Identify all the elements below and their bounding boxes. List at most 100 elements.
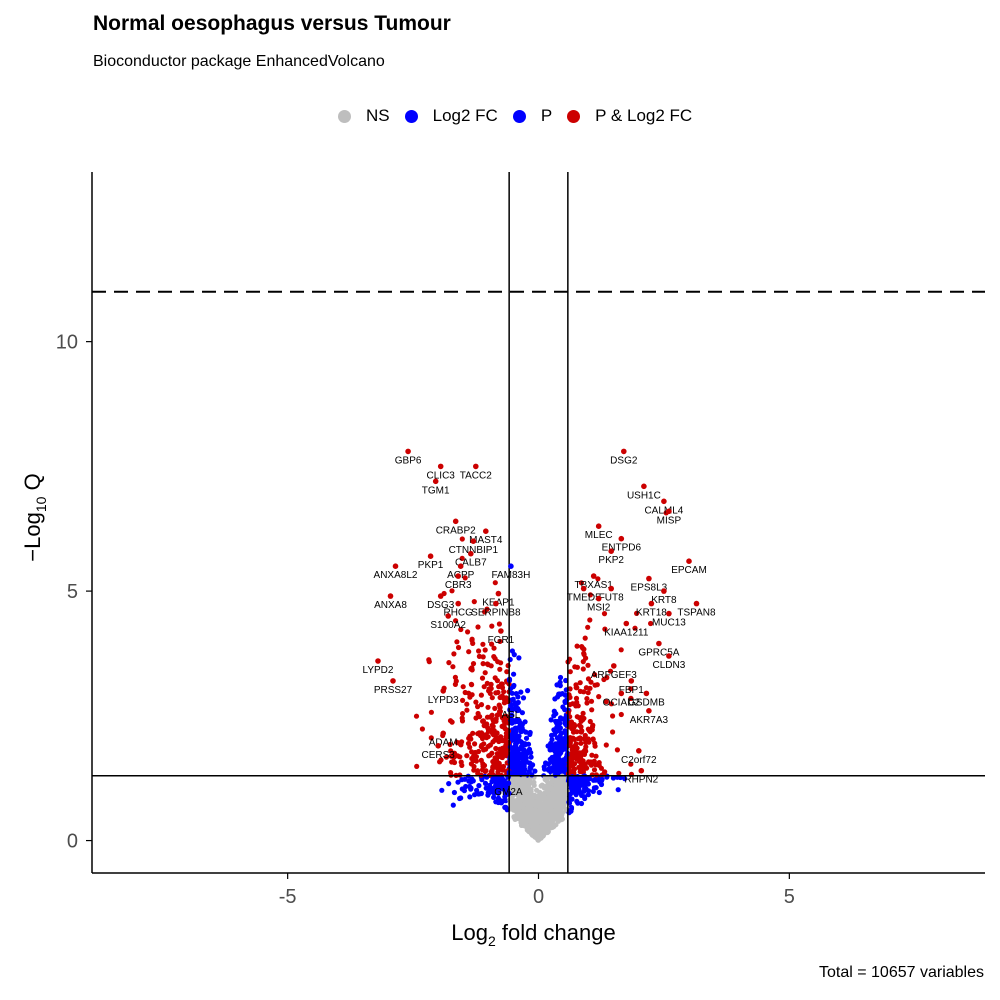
data-point xyxy=(500,751,506,757)
data-point xyxy=(514,809,520,815)
point-label: MAST4 xyxy=(469,535,503,546)
data-point xyxy=(556,720,563,727)
point-label: USH1C xyxy=(627,490,661,501)
legend-label: NS xyxy=(366,106,390,125)
data-point xyxy=(573,695,580,702)
point-label: MUC13 xyxy=(652,618,686,629)
data-point xyxy=(536,816,542,822)
data-point xyxy=(485,726,491,732)
labeled-point xyxy=(621,448,627,455)
labeled-point xyxy=(508,703,514,709)
legend-label: P & Log2 FC xyxy=(595,106,693,125)
data-point xyxy=(499,685,506,691)
point-label: CALML4 xyxy=(644,505,683,516)
data-point xyxy=(497,666,503,672)
data-point xyxy=(529,772,535,778)
data-point xyxy=(528,754,534,760)
data-point xyxy=(457,754,463,760)
data-point xyxy=(523,735,530,741)
data-point xyxy=(515,694,521,700)
data-point xyxy=(557,674,564,681)
data-point xyxy=(577,764,583,771)
data-point xyxy=(476,653,482,660)
data-point xyxy=(487,690,493,697)
data-point xyxy=(561,757,567,763)
data-point xyxy=(526,746,533,752)
labeled-point xyxy=(656,640,662,647)
data-point xyxy=(480,718,486,724)
data-point xyxy=(447,741,453,748)
data-point xyxy=(485,704,491,710)
labeled-point xyxy=(455,600,462,607)
data-point xyxy=(548,805,554,811)
point-label: LYPD2 xyxy=(363,665,394,676)
data-point xyxy=(552,801,558,807)
data-point xyxy=(570,789,576,795)
data-point xyxy=(428,735,434,741)
data-point xyxy=(548,785,554,792)
data-point xyxy=(510,762,516,768)
data-point xyxy=(477,714,483,720)
data-point xyxy=(490,777,496,783)
data-point xyxy=(563,677,569,684)
data-point xyxy=(572,664,578,670)
data-point xyxy=(446,781,452,787)
point-label: ANXA8 xyxy=(374,600,407,611)
point-label: RHPN2 xyxy=(624,775,658,786)
labeled-point xyxy=(646,708,652,714)
legend-key xyxy=(512,109,526,123)
data-point xyxy=(568,777,574,784)
data-point xyxy=(454,639,460,645)
data-point xyxy=(521,821,527,827)
legend-item: P & Log2 FC xyxy=(567,106,692,126)
data-point xyxy=(443,754,449,760)
point-label: TACC2 xyxy=(460,470,492,481)
data-point xyxy=(610,775,617,781)
data-point xyxy=(614,747,621,753)
data-point xyxy=(470,730,476,736)
data-point xyxy=(596,694,602,700)
data-point xyxy=(608,701,615,707)
data-point xyxy=(465,629,471,635)
point-label: EPS8L3 xyxy=(631,583,668,594)
data-point xyxy=(480,661,486,667)
point-label: S100A2 xyxy=(430,620,466,631)
data-point xyxy=(577,789,583,796)
data-point xyxy=(467,794,473,800)
data-point xyxy=(559,791,565,797)
data-point xyxy=(578,756,584,763)
data-point xyxy=(511,652,517,658)
data-point xyxy=(479,675,486,681)
data-point xyxy=(496,776,502,782)
data-point xyxy=(603,742,609,748)
point-label: CRABP2 xyxy=(436,525,476,536)
labeled-point xyxy=(608,585,614,592)
data-point xyxy=(455,644,462,651)
point-label: DSG2 xyxy=(610,455,638,466)
point-label: TSPAN8 xyxy=(677,608,716,619)
data-point xyxy=(468,681,474,687)
chart-title: Normal oesophagus versus Tumour xyxy=(93,12,451,35)
data-point xyxy=(509,797,515,803)
data-point xyxy=(574,752,580,758)
labeled-point xyxy=(440,688,447,694)
data-point xyxy=(566,799,572,805)
labeled-point xyxy=(468,550,474,557)
point-label: TGM1 xyxy=(422,485,450,496)
data-point xyxy=(514,762,520,768)
data-point xyxy=(460,711,466,717)
point-label: GPRC5A xyxy=(638,648,679,659)
data-point xyxy=(475,624,481,630)
data-point xyxy=(539,812,545,819)
data-point xyxy=(582,762,588,768)
data-point xyxy=(484,714,491,720)
data-point xyxy=(495,689,501,696)
data-point xyxy=(537,792,543,798)
point-label: ARFGEF3 xyxy=(591,670,638,681)
point-label: MISP xyxy=(657,515,682,526)
data-point xyxy=(587,718,593,725)
data-point xyxy=(557,740,563,746)
point-label: FGR1 xyxy=(488,635,515,646)
data-point xyxy=(503,735,509,741)
labeled-point xyxy=(493,600,499,607)
